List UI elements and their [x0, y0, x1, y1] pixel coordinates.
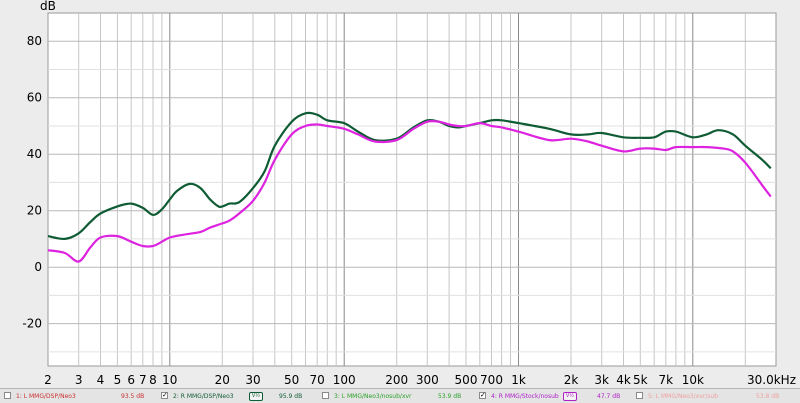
- x-tick-label: 30.0kHz: [747, 373, 796, 387]
- y-axis-ticks: 80 60 40 20 0 -20: [22, 34, 42, 330]
- legend-label-2: 2: R MMG/DSP/Neo3: [173, 393, 234, 400]
- y-tick-label: 0: [34, 260, 42, 274]
- x-tick-label: 2k: [564, 373, 579, 387]
- legend-value-1: 93.5 dB: [121, 393, 145, 400]
- legend-entry-4[interactable]: ✓ 4: R MMG/Stock/nosub V½ 47.7 dB: [479, 390, 634, 403]
- x-axis-ticks: 2 3 4 5 6 7 8 10 20 30 50 70 100 200 300 500 700 1k 2k 3k 4k…: [44, 373, 796, 387]
- series-line-1: [47, 111, 772, 241]
- x-tick-label: 70: [310, 373, 325, 387]
- y-tick-label: 20: [27, 204, 42, 218]
- x-tick-label: 5k: [633, 373, 648, 387]
- x-tick-label: 700: [480, 373, 503, 387]
- x-tick-label: 30: [245, 373, 260, 387]
- y-tick-label: 40: [27, 147, 42, 161]
- y-tick-label: 80: [27, 34, 42, 48]
- x-tick-label: 7k: [659, 373, 674, 387]
- x-tick-label: 6: [127, 373, 135, 387]
- legend-entry-2[interactable]: ✓ 2: R MMG/DSP/Neo3 V½ 95.9 dB: [161, 390, 316, 403]
- legend-label-4: 4: R MMG/Stock/nosub: [491, 393, 559, 400]
- legend-checkbox-3[interactable]: [322, 392, 329, 399]
- legend-label-3: 3: L MMG/Neo3/nosub/xvr: [334, 393, 412, 400]
- x-tick-label: 3k: [594, 373, 609, 387]
- legend-control-4[interactable]: V½: [563, 392, 577, 401]
- legend-checkbox-2[interactable]: ✓: [161, 391, 168, 399]
- series-lines: [47, 111, 772, 263]
- legend-control-2[interactable]: V½: [249, 392, 263, 401]
- legend-checkbox-1[interactable]: [4, 392, 11, 399]
- x-tick-label: 50: [284, 373, 299, 387]
- legend-checkbox-5[interactable]: [636, 392, 643, 399]
- x-tick-label: 500: [455, 373, 478, 387]
- legend-label-1: 1: L MMG/DSP/Neo3: [16, 393, 76, 400]
- x-tick-label: 4: [97, 373, 105, 387]
- x-tick-label: 20: [215, 373, 230, 387]
- legend-value-2: 95.9 dB: [279, 393, 303, 400]
- x-tick-label: 4k: [616, 373, 631, 387]
- x-tick-label: 1k: [511, 373, 526, 387]
- legend-entry-1[interactable]: 1: L MMG/DSP/Neo3 93.5 dB: [4, 390, 154, 403]
- legend-value-4: 47.7 dB: [597, 393, 621, 400]
- x-tick-label: 2: [44, 373, 52, 387]
- y-tick-label: -20: [22, 317, 42, 331]
- x-tick-label: 300: [416, 373, 439, 387]
- legend-entry-3[interactable]: 3: L MMG/Neo3/nosub/xvr 53.9 dB: [322, 390, 472, 403]
- legend-value-3: 53.9 dB: [438, 393, 462, 400]
- x-tick-label: 7: [139, 373, 147, 387]
- x-tick-label: 8: [149, 373, 157, 387]
- y-tick-label: 60: [27, 91, 42, 105]
- x-tick-label: 200: [385, 373, 408, 387]
- x-tick-label: 10k: [682, 373, 704, 387]
- legend-entry-5[interactable]: 5: L MMG/Neo3/xvr/sub 53.8 dB: [636, 390, 796, 403]
- legend-label-5: 5: L MMG/Neo3/xvr/sub: [648, 393, 719, 400]
- x-tick-label: 3: [75, 373, 83, 387]
- y-axis-label: dB: [40, 0, 56, 13]
- series-line-2: [47, 119, 772, 263]
- x-tick-label: 5: [114, 373, 122, 387]
- x-tick-label: 10: [162, 373, 177, 387]
- plot-area: [47, 12, 777, 367]
- legend-value-5: 53.8 dB: [756, 393, 780, 400]
- x-tick-label: 100: [333, 373, 356, 387]
- legend-checkbox-4[interactable]: ✓: [479, 391, 486, 399]
- legend-bar: 1: L MMG/DSP/Neo3 93.5 dB ✓ 2: R MMG/DSP…: [0, 388, 800, 403]
